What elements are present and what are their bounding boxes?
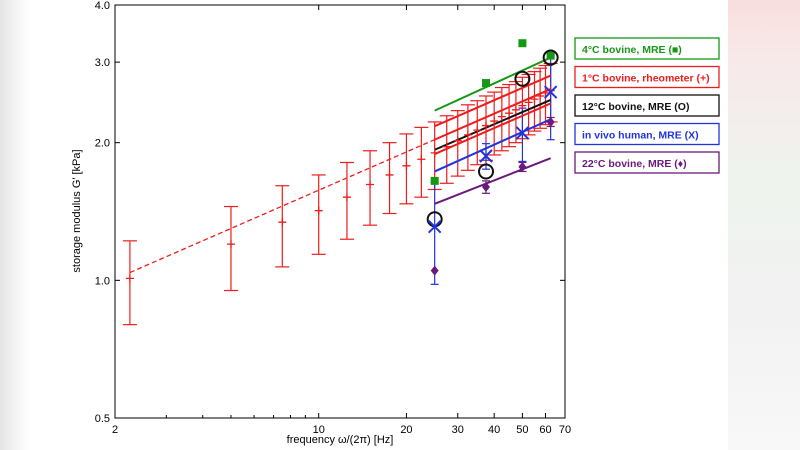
data-point-plus [366,180,375,189]
data-point-plus [490,117,499,126]
data-point-x [427,219,442,234]
data-point-plus [342,193,351,202]
fit-line-solid [434,74,552,128]
legend-entry-box [574,122,720,146]
x-axis-label: frequency ω/(2π) [Hz] [287,434,394,446]
data-point-plus [226,240,235,249]
data-point-plus [385,170,394,179]
data-point-plus [511,105,520,114]
data-point-circle [478,163,495,180]
x-tick-label: 40 [488,424,500,436]
x-tick-label: 50 [516,424,528,436]
fit-line-solid [434,102,552,155]
x-tick-label: 20 [400,424,412,436]
data-markers [125,39,559,283]
data-point-plus [524,98,533,107]
tick-marks [114,4,566,419]
data-point-x [543,85,558,99]
data-point-square [430,176,439,185]
legend-entry-box [574,37,720,60]
y-tick-labels: 0.5 1.0 2.0 3.0 4.0 [95,0,110,425]
data-point-plus [473,126,482,135]
data-point-x [515,126,530,140]
fit-lines [129,56,552,274]
y-tick-label: 3.0 [95,57,110,69]
legend-entry-box [574,94,720,117]
data-point-diamond [546,116,555,127]
fit-line-dashed [129,88,551,274]
legend-entry-label: in vivo human, MRE (X) [582,130,699,142]
x-tick-label: 70 [559,424,571,436]
data-point-plus [505,109,514,118]
data-point-square [518,39,527,48]
data-point-plus [541,88,550,97]
fit-line [434,56,552,112]
data-point-diamond [518,161,527,172]
legend-entry-label: 1°C bovine, rheometer (+) [582,73,710,85]
data-point-plus [402,161,411,170]
x-tick-label: 30 [452,424,464,436]
data-point-square [546,51,555,60]
data-point-plus [530,95,539,104]
data-point-plus [125,274,134,283]
x-tick-label: 2 [112,424,118,436]
plot-area [114,4,566,419]
data-point-diamond [482,181,491,192]
data-point-plus [518,101,527,110]
data-point-diamond [430,265,439,276]
fit-line [434,99,552,151]
x-tick-label: 10 [313,424,325,436]
y-axis-label: storage modulus G′ [kPa] [71,149,83,272]
legend: 4°C bovine, MRE (■) 1°C bovine, rheometer… [574,37,720,174]
data-point-plus [417,155,426,164]
fit-line [434,157,552,205]
data-point-plus [482,121,491,130]
legend-entry-label: 4°C bovine, MRE (■) [582,44,682,56]
data-point-plus [497,112,506,121]
legend-entry-box [574,65,720,89]
legend-entry-label: 22°C bovine, MRE (♦) [582,158,687,170]
data-point-plus [278,218,287,227]
background-right-panel [728,0,800,450]
fit-line-solid [434,88,552,141]
x-tick-label: 60 [539,424,551,436]
data-point-plus [430,148,439,157]
x-tick-labels: 2 10 20 30 40 50 60 70 [112,424,571,436]
y-tick-label: 2.0 [95,138,110,150]
legend-entry-label: 12°C bovine, MRE (O) [582,101,689,113]
data-point-plus [536,91,545,100]
legend-entry-box [574,151,720,174]
y-tick-label: 4.0 [95,0,110,12]
data-point-plus [453,136,462,145]
data-point-plus [314,206,323,215]
background-left-panel [0,0,30,450]
fit-line [434,118,552,173]
data-point-plus [442,142,451,151]
data-point-square [482,79,491,88]
data-point-circle [514,70,531,87]
y-tick-label: 0.5 [95,413,110,425]
data-point-circle [542,49,559,66]
y-tick-label: 1.0 [95,275,110,287]
data-point-plus [463,130,472,139]
data-point-x [479,149,493,163]
